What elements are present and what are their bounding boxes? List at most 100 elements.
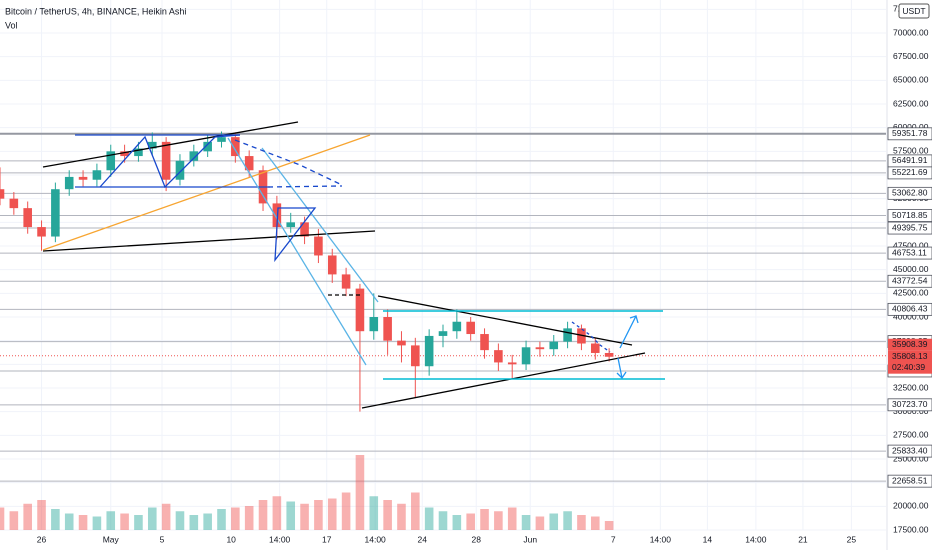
level-label: 55221.69 (892, 167, 928, 177)
volume-bar (480, 509, 489, 530)
levels (0, 132, 886, 482)
x-tick-label: Jun (523, 534, 537, 544)
volume-bar (37, 500, 46, 530)
volume-bar (563, 511, 572, 530)
dashed-line (571, 321, 611, 353)
x-tick-label: 14:00 (650, 534, 672, 544)
candle-body (286, 222, 296, 228)
volume-bar (23, 503, 32, 530)
volume-bar (9, 511, 19, 530)
candle-body (314, 236, 323, 256)
level-label: 30723.70 (892, 399, 928, 409)
y-tick-label: 62500.00 (893, 98, 929, 108)
volume-bar (521, 515, 531, 530)
candle-body (106, 151, 116, 171)
trendline (42, 121, 299, 168)
x-tick-label: 14:00 (745, 534, 767, 544)
volume-bar (300, 503, 309, 530)
candle-body (175, 160, 185, 180)
level-label: 53062.80 (892, 188, 928, 198)
candle-body (424, 335, 434, 367)
candle-body (189, 151, 199, 161)
volume-bar (175, 511, 185, 530)
x-tick-label: 21 (798, 534, 808, 544)
channel-line (227, 137, 367, 366)
volume-bar (189, 515, 199, 530)
candle-body (397, 340, 406, 346)
candle-body (147, 141, 157, 149)
candle-body (383, 317, 392, 341)
level-label: 46753.11 (892, 247, 927, 257)
candle-body (341, 274, 351, 289)
volume-bar (258, 500, 268, 530)
candle-body (549, 341, 559, 350)
candle-body (604, 352, 614, 357)
volume-bar (411, 492, 420, 530)
x-tick-label: 26 (37, 534, 47, 544)
drawings (42, 121, 665, 409)
chart-title: Bitcoin / TetherUS, 4h, BINANCE, Heikin … (5, 6, 186, 16)
candle-body (272, 203, 282, 228)
dashed-line (267, 185, 343, 188)
candle-body (466, 321, 475, 335)
candle-body (244, 156, 254, 171)
zigzag (99, 134, 241, 189)
candle-body (480, 334, 489, 351)
y-tick-label: 32500.00 (893, 382, 929, 392)
candle-body (521, 347, 531, 365)
candle-body (355, 288, 365, 332)
candle-body (64, 176, 74, 190)
y-tick-label: 17500.00 (893, 524, 929, 534)
candle-body (563, 328, 572, 342)
volume-bar (51, 509, 60, 530)
volume-bar (494, 511, 503, 530)
x-tick-label: 14 (703, 534, 713, 544)
candle-body (37, 227, 46, 237)
candle-body (161, 141, 171, 180)
candle-body (9, 198, 19, 209)
y-tick-label: 40000.00 (893, 311, 929, 321)
candle-body (494, 350, 503, 363)
level-badge (887, 127, 932, 141)
volume-bar (161, 503, 171, 530)
candle-body (0, 189, 5, 199)
x-tick-label: 10 (226, 534, 236, 544)
volume-bar (217, 509, 226, 530)
candle-body (411, 345, 420, 367)
candle-body (231, 137, 240, 157)
volume-bar (369, 496, 379, 530)
price-badge (888, 350, 932, 363)
candle-body (327, 255, 337, 275)
volume-bar (341, 492, 351, 530)
volume-bar (383, 500, 392, 530)
volume-bar (78, 515, 88, 530)
x-tick-label: 5 (160, 534, 165, 544)
candle-body (51, 189, 60, 237)
volume-bar (231, 507, 240, 530)
volume-bar (314, 500, 323, 530)
x-tick-label: 24 (418, 534, 428, 544)
x-tick-label: 14:00 (365, 534, 387, 544)
y-tick-label: 60000.00 (893, 122, 929, 132)
price-label: 35908.39 (892, 339, 928, 349)
y-tick-label: 57500.00 (893, 146, 929, 156)
volume-bar (244, 506, 254, 530)
x-tick-label: 17 (322, 534, 332, 544)
volume-bar (120, 513, 129, 530)
grid (0, 0, 886, 531)
x-tick-label: 14:00 (269, 534, 291, 544)
level-badge (887, 474, 932, 488)
y-tick-label: 70000.00 (893, 27, 929, 37)
candle-body (438, 331, 448, 336)
candle-body (134, 148, 143, 157)
volume-bar (424, 507, 434, 530)
volume-bar (286, 501, 296, 530)
candles (0, 131, 614, 412)
triangle-line (377, 295, 633, 346)
level-badge (887, 302, 932, 316)
volume-pane (0, 455, 614, 530)
candle-body (577, 328, 586, 344)
candle-body (217, 137, 226, 142)
level-label: 49395.75 (892, 222, 928, 232)
